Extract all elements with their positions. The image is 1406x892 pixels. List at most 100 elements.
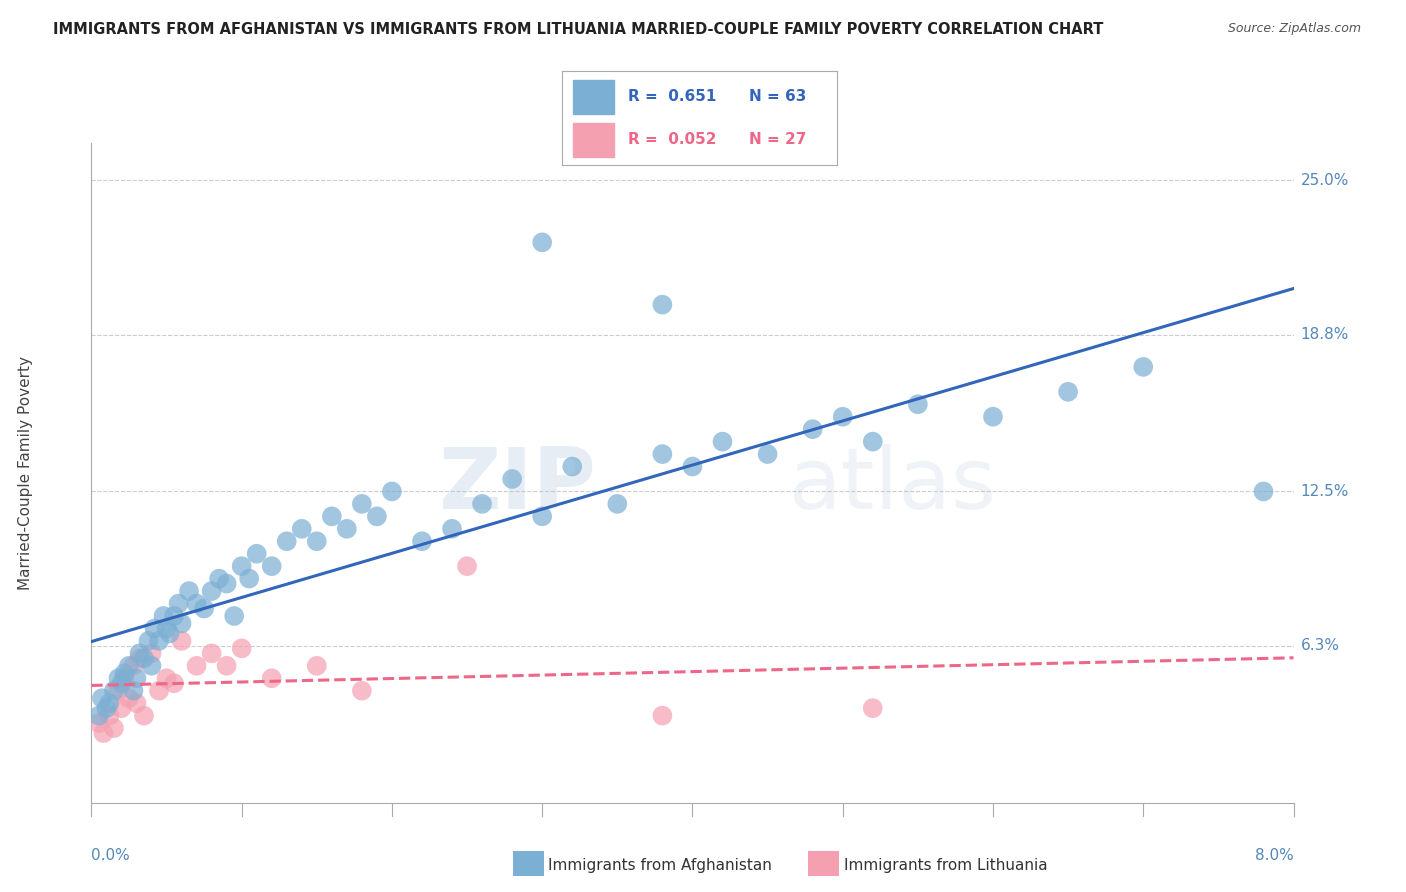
Bar — [574, 79, 614, 113]
Point — [531, 235, 554, 250]
Point — [110, 701, 132, 715]
Point — [122, 658, 145, 673]
Point — [118, 658, 141, 673]
Point — [208, 572, 231, 586]
Point — [1253, 484, 1275, 499]
Point — [246, 547, 269, 561]
Point — [132, 651, 155, 665]
Point — [143, 622, 166, 636]
Point — [141, 646, 163, 660]
Text: 18.8%: 18.8% — [1301, 327, 1348, 342]
Point — [260, 671, 283, 685]
Point — [98, 696, 121, 710]
Point — [260, 559, 283, 574]
Point — [122, 683, 145, 698]
Point — [110, 676, 132, 690]
Text: IMMIGRANTS FROM AFGHANISTAN VS IMMIGRANTS FROM LITHUANIA MARRIED-COUPLE FAMILY P: IMMIGRANTS FROM AFGHANISTAN VS IMMIGRANT… — [53, 22, 1104, 37]
Point — [291, 522, 314, 536]
Point — [231, 641, 253, 656]
Point — [561, 459, 583, 474]
Point — [531, 509, 554, 524]
Text: Immigrants from Lithuania: Immigrants from Lithuania — [844, 858, 1047, 872]
Point — [107, 671, 129, 685]
Point — [305, 534, 328, 549]
Point — [471, 497, 494, 511]
Point — [350, 683, 373, 698]
Point — [366, 509, 388, 524]
Point — [132, 708, 155, 723]
Point — [103, 721, 125, 735]
Point — [1057, 384, 1080, 399]
Point — [87, 716, 110, 731]
Point — [148, 633, 170, 648]
Point — [103, 683, 125, 698]
Point — [862, 434, 884, 449]
Point — [440, 522, 463, 536]
Point — [456, 559, 478, 574]
Point — [501, 472, 523, 486]
Point — [1132, 359, 1154, 374]
Point — [907, 397, 929, 411]
Text: 6.3%: 6.3% — [1301, 639, 1340, 653]
Text: R =  0.052: R = 0.052 — [628, 132, 717, 147]
Text: Immigrants from Afghanistan: Immigrants from Afghanistan — [548, 858, 772, 872]
Text: atlas: atlas — [789, 444, 997, 527]
Point — [350, 497, 373, 511]
Point — [201, 584, 224, 599]
Point — [125, 696, 148, 710]
Point — [276, 534, 298, 549]
Point — [981, 409, 1004, 424]
Point — [606, 497, 628, 511]
Point — [87, 708, 110, 723]
Point — [114, 666, 136, 681]
Point — [862, 701, 884, 715]
Point — [201, 646, 224, 660]
Point — [128, 646, 150, 660]
Point — [651, 708, 673, 723]
Text: R =  0.651: R = 0.651 — [628, 89, 717, 104]
Point — [186, 597, 208, 611]
Point — [651, 447, 673, 461]
Point — [215, 576, 238, 591]
Point — [155, 622, 177, 636]
Point — [163, 609, 186, 624]
Point — [651, 298, 673, 312]
Point — [128, 651, 150, 665]
Text: 12.5%: 12.5% — [1301, 484, 1348, 499]
Point — [118, 691, 141, 706]
Point — [238, 572, 260, 586]
Text: N = 27: N = 27 — [749, 132, 806, 147]
Point — [98, 708, 121, 723]
Text: N = 63: N = 63 — [749, 89, 806, 104]
Point — [193, 601, 215, 615]
Point — [321, 509, 343, 524]
Point — [163, 676, 186, 690]
Point — [141, 658, 163, 673]
Point — [186, 658, 208, 673]
Point — [305, 658, 328, 673]
Text: ZIP: ZIP — [439, 444, 596, 527]
Point — [224, 609, 246, 624]
Point — [756, 447, 779, 461]
Point — [125, 671, 148, 685]
Text: 0.0%: 0.0% — [91, 847, 131, 863]
Text: 8.0%: 8.0% — [1254, 847, 1294, 863]
Point — [107, 683, 129, 698]
Text: Married-Couple Family Poverty: Married-Couple Family Poverty — [18, 356, 32, 590]
Point — [159, 626, 181, 640]
Point — [138, 633, 160, 648]
Text: Source: ZipAtlas.com: Source: ZipAtlas.com — [1227, 22, 1361, 36]
Point — [231, 559, 253, 574]
Point — [831, 409, 853, 424]
Point — [681, 459, 703, 474]
Point — [96, 701, 118, 715]
Point — [170, 616, 193, 631]
Point — [381, 484, 404, 499]
Point — [215, 658, 238, 673]
Point — [170, 633, 193, 648]
Point — [177, 584, 200, 599]
Point — [801, 422, 824, 436]
Point — [152, 609, 174, 624]
Point — [336, 522, 359, 536]
Point — [411, 534, 433, 549]
